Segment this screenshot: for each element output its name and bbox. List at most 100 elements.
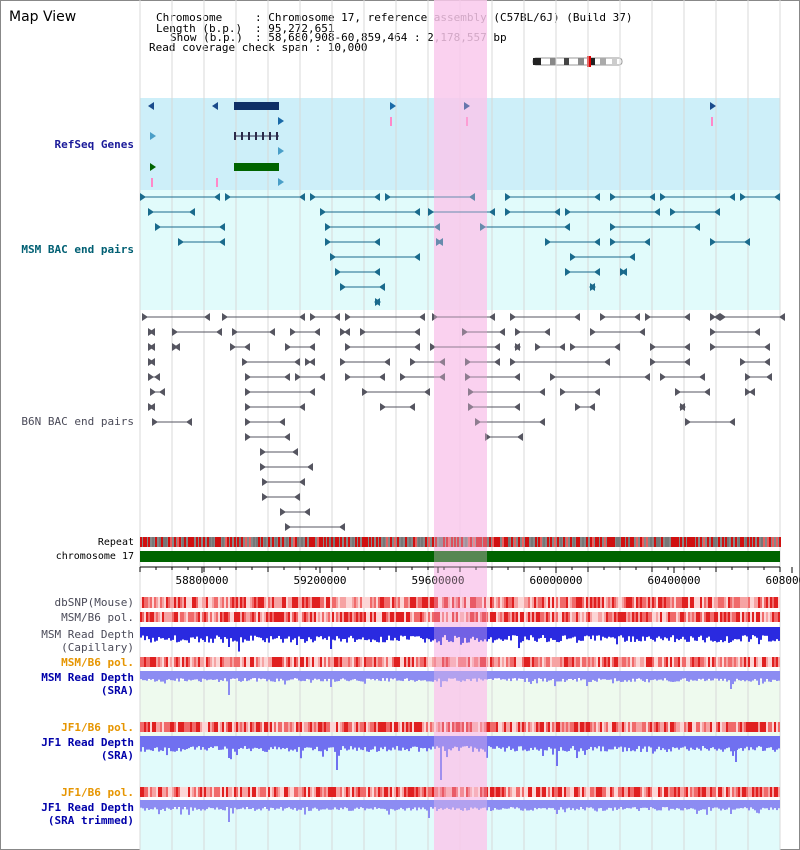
dbsnp-cell bbox=[668, 597, 670, 608]
msm-sra-depth-bar bbox=[470, 671, 472, 682]
msm-capillary-depth-bar bbox=[306, 627, 308, 642]
jf1-sra-depth-bar bbox=[472, 736, 474, 752]
msm-sra-depth-bar bbox=[214, 671, 216, 680]
repeat-seg bbox=[563, 537, 565, 547]
msm-capillary-depth-bar bbox=[344, 627, 346, 639]
msm-sra-depth-bar bbox=[252, 671, 254, 679]
msm-capillary-depth-bar bbox=[168, 627, 170, 639]
chromosome-bar[interactable] bbox=[140, 551, 780, 562]
jf1-trimmed-depth-bar bbox=[702, 800, 704, 810]
msm-capillary-depth-bar bbox=[270, 627, 272, 637]
dbsnp-cell bbox=[214, 597, 216, 608]
jf1-b6-pol-cell bbox=[704, 722, 706, 732]
jf1-trimmed-depth-bar bbox=[624, 800, 626, 809]
msm-b6-pol-cell bbox=[148, 612, 150, 622]
track-label-msm-depth-capillary[interactable]: MSM Read Depth bbox=[41, 628, 134, 641]
jf1-sra-depth-bar bbox=[460, 736, 462, 748]
jf1-b6-pol-2-cell bbox=[622, 787, 624, 797]
jf1-b6-pol-cell bbox=[186, 722, 188, 732]
jf1-b6-pol-cell bbox=[336, 722, 338, 732]
chromosome-ideogram[interactable] bbox=[530, 52, 624, 67]
jf1-sra-depth-bar bbox=[728, 736, 730, 748]
msm-b6-pol-cell bbox=[160, 612, 162, 622]
ideogram-graphic bbox=[532, 56, 623, 67]
dbsnp-cell bbox=[510, 597, 512, 608]
track-label-msm-bac[interactable]: MSM BAC end pairs bbox=[21, 243, 134, 256]
msm-capillary-depth-bar bbox=[728, 627, 730, 643]
msm-capillary-depth-bar bbox=[194, 627, 196, 639]
track-label-msm-b6-pol-2[interactable]: MSM/B6 pol. bbox=[61, 656, 134, 669]
jf1-sra-depth-bar bbox=[402, 736, 404, 748]
b6n-bac-end bbox=[242, 358, 248, 366]
jf1-b6-pol-cell bbox=[492, 722, 494, 732]
repeat-seg bbox=[309, 537, 311, 547]
track-label-msm-b6-pol-1[interactable]: MSM/B6 pol. bbox=[61, 611, 134, 624]
track-label-msm-depth-sra[interactable]: MSM Read Depth bbox=[41, 671, 134, 684]
repeat-seg bbox=[504, 537, 506, 547]
msm-capillary-depth-bar bbox=[650, 627, 652, 639]
jf1-b6-pol-2-cell bbox=[754, 787, 756, 797]
jf1-b6-pol-cell bbox=[150, 722, 152, 732]
msm-b6-pol-2-cell bbox=[156, 657, 158, 667]
jf1-b6-pol-cell bbox=[506, 722, 508, 732]
track-label-jf1-depth-sra[interactable]: JF1 Read Depth bbox=[41, 736, 134, 749]
msm-capillary-depth-bar bbox=[238, 627, 240, 652]
repeat-seg bbox=[776, 537, 778, 547]
msm-b6-pol-cell bbox=[456, 612, 458, 622]
track-label-dbsnp[interactable]: dbSNP(Mouse) bbox=[54, 596, 134, 609]
jf1-b6-pol-2-cell bbox=[384, 787, 386, 797]
dbsnp-cell bbox=[648, 597, 650, 608]
jf1-trimmed-depth-bar bbox=[322, 800, 324, 810]
jf1-b6-pol-cell bbox=[676, 722, 678, 732]
dbsnp-cell bbox=[528, 597, 530, 608]
msm-b6-pol-2-cell bbox=[382, 657, 384, 667]
msm-sra-depth-bar bbox=[278, 671, 280, 682]
jf1-b6-pol-2-cell bbox=[362, 787, 364, 797]
msm-sra-depth-bar bbox=[508, 671, 510, 679]
dbsnp-cell bbox=[778, 597, 780, 608]
msm-b6-pol-cell bbox=[430, 612, 432, 622]
dbsnp-cell bbox=[162, 597, 164, 608]
jf1-sra-depth-bar bbox=[140, 736, 142, 752]
msm-b6-pol-cell bbox=[204, 612, 206, 622]
refseq-genes-track[interactable] bbox=[148, 102, 716, 187]
repeat-seg bbox=[352, 537, 354, 547]
jf1-b6-pol-cell bbox=[380, 722, 382, 732]
msm-capillary-depth-bar bbox=[608, 627, 610, 637]
msm-b6-pol-cell bbox=[324, 612, 326, 622]
highlight-region[interactable] bbox=[434, 0, 487, 850]
jf1-b6-pol-cell bbox=[766, 722, 768, 732]
msm-sra-depth-bar bbox=[740, 671, 742, 681]
msm-capillary-depth-bar bbox=[216, 627, 218, 636]
msm-capillary-depth-bar bbox=[756, 627, 758, 638]
msm-b6-pol-cell bbox=[766, 612, 768, 622]
msm-bac-end bbox=[489, 208, 495, 216]
repeat-seg bbox=[531, 537, 533, 547]
track-label-refseq[interactable]: RefSeq Genes bbox=[54, 138, 134, 151]
msm-sra-depth-bar bbox=[140, 671, 142, 680]
b6n-bac-track[interactable] bbox=[142, 313, 785, 531]
dbsnp-cell bbox=[578, 597, 580, 608]
track-label-jf1-depth-trimmed[interactable]: JF1 Read Depth bbox=[41, 801, 134, 814]
msm-sra-depth-bar bbox=[628, 671, 630, 681]
jf1-trimmed-depth-bar bbox=[696, 800, 698, 814]
msm-b6-pol-cell bbox=[446, 612, 448, 622]
jf1-b6-pol-cell bbox=[698, 722, 700, 732]
jf1-b6-pol-2-cell bbox=[348, 787, 350, 797]
track-label-jf1-b6-pol-2[interactable]: JF1/B6 pol. bbox=[61, 786, 134, 799]
jf1-sra-depth-bar bbox=[156, 736, 158, 748]
msm-b6-pol-cell bbox=[442, 612, 444, 622]
msm-sra-depth-bar bbox=[390, 671, 392, 679]
jf1-sra-depth-bar bbox=[218, 736, 220, 750]
b6n-bac-end bbox=[294, 493, 300, 501]
jf1-b6-pol-cell bbox=[656, 722, 658, 732]
track-label-b6n-bac[interactable]: B6N BAC end pairs bbox=[21, 415, 134, 428]
gene-arrow bbox=[464, 102, 470, 110]
track-label-jf1-b6-pol-1[interactable]: JF1/B6 pol. bbox=[61, 721, 134, 734]
jf1-trimmed-depth-bar bbox=[342, 800, 344, 810]
jf1-trimmed-depth-bar bbox=[606, 800, 608, 810]
msm-sra-depth-bar bbox=[264, 671, 266, 679]
msm-bac-track[interactable] bbox=[140, 193, 780, 306]
jf1-b6-pol-cell bbox=[652, 722, 654, 732]
